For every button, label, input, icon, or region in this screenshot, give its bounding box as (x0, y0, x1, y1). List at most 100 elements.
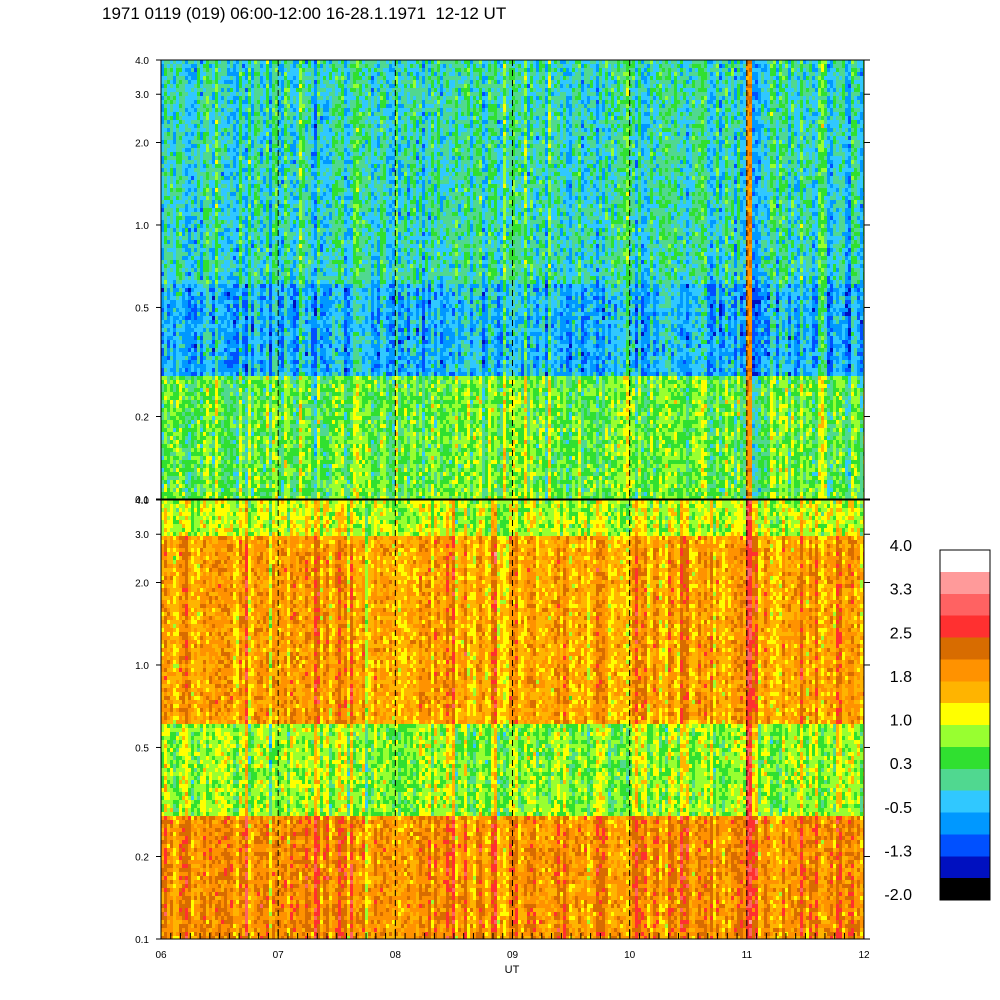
spectrogram-cell (293, 72, 296, 76)
spectrogram-cell (494, 88, 497, 92)
spectrogram-cell (332, 84, 335, 88)
spectrogram-cell (311, 92, 314, 96)
spectrogram-cell (776, 80, 779, 84)
spectrogram-cell (332, 80, 335, 84)
spectrogram-cell (425, 64, 428, 68)
spectrogram-cell (677, 84, 680, 88)
spectrogram-cell (509, 64, 512, 68)
spectrogram-cell (428, 60, 431, 64)
spectrogram-cell (440, 64, 443, 68)
spectrogram-cell (704, 100, 707, 104)
spectrogram-cell (524, 92, 527, 96)
spectrogram-cell (401, 104, 404, 108)
spectrogram-cell (653, 64, 656, 68)
spectrogram-cell (272, 88, 275, 92)
spectrogram-cell (179, 76, 182, 80)
spectrogram-cell (794, 72, 797, 76)
spectrogram-cell (842, 84, 845, 88)
spectrogram-cell (188, 96, 191, 100)
spectrogram-cell (737, 76, 740, 80)
spectrogram-cell (542, 72, 545, 76)
spectrogram-cell (317, 60, 320, 64)
spectrogram-cell (356, 96, 359, 100)
spectrogram-cell (779, 68, 782, 72)
spectrogram-cell (596, 68, 599, 72)
spectrogram-cell (602, 72, 605, 76)
spectrogram-cell (233, 64, 236, 68)
spectrogram-cell (332, 60, 335, 64)
spectrogram-cell (821, 68, 824, 72)
spectrogram-cell (578, 76, 581, 80)
spectrogram-cell (443, 80, 446, 84)
spectrogram-cell (758, 64, 761, 68)
spectrogram-cell (611, 96, 614, 100)
spectrogram-cell (809, 60, 812, 64)
spectrogram-cell (260, 72, 263, 76)
spectrogram-cell (818, 96, 821, 100)
spectrogram-cell (197, 100, 200, 104)
spectrogram-cell (650, 76, 653, 80)
spectrogram-cell (605, 96, 608, 100)
spectrogram-cell (506, 96, 509, 100)
spectrogram-cell (809, 84, 812, 88)
spectrogram-cell (164, 104, 167, 108)
spectrogram-cell (464, 72, 467, 76)
spectrogram-cell (206, 60, 209, 64)
spectrogram-cell (638, 88, 641, 92)
spectrogram-cell (527, 64, 530, 68)
spectrogram-cell (644, 84, 647, 88)
spectrogram-cell (386, 64, 389, 68)
spectrogram-cell (455, 72, 458, 76)
spectrogram-cell (323, 92, 326, 96)
spectrogram-cell (824, 84, 827, 88)
spectrogram-cell (284, 88, 287, 92)
spectrogram-cell (200, 76, 203, 80)
spectrogram-cell (398, 76, 401, 80)
spectrogram-cell (806, 88, 809, 92)
spectrogram-cell (308, 68, 311, 72)
spectrogram-cell (644, 96, 647, 100)
spectrogram-cell (371, 84, 374, 88)
spectrogram-cell (233, 84, 236, 88)
spectrogram-cell (323, 72, 326, 76)
spectrogram-cell (659, 76, 662, 80)
spectrogram-cell (188, 64, 191, 68)
spectrogram-cell (659, 68, 662, 72)
spectrogram-cell (575, 60, 578, 64)
spectrogram-cell (314, 60, 317, 64)
spectrogram-cell (602, 76, 605, 80)
spectrogram-cell (302, 80, 305, 84)
spectrogram-cell (605, 64, 608, 68)
spectrogram-cell (281, 96, 284, 100)
spectrogram-cell (713, 96, 716, 100)
spectrogram-cell (413, 96, 416, 100)
spectrogram-cell (344, 76, 347, 80)
spectrogram-cell (614, 92, 617, 96)
spectrogram-cell (659, 60, 662, 64)
spectrogram-cell (365, 96, 368, 100)
spectrogram-cell (170, 100, 173, 104)
spectrogram-cell (206, 104, 209, 108)
spectrogram-cell (779, 80, 782, 84)
spectrogram-cell (476, 92, 479, 96)
spectrogram-cell (506, 92, 509, 96)
spectrogram-cell (620, 64, 623, 68)
spectrogram-cell (290, 84, 293, 88)
spectrogram-cell (638, 100, 641, 104)
spectrogram-cell (167, 64, 170, 68)
spectrogram-cell (860, 84, 863, 88)
spectrogram-cell (860, 60, 863, 64)
spectrogram-cell (554, 72, 557, 76)
spectrogram-cell (305, 76, 308, 80)
spectrogram-cell (671, 64, 674, 68)
spectrogram-cell (470, 92, 473, 96)
spectrogram-cell (848, 64, 851, 68)
spectrogram-cell (428, 64, 431, 68)
spectrogram-cell (842, 88, 845, 92)
spectrogram-cell (452, 80, 455, 84)
spectrogram-cell (797, 76, 800, 80)
spectrogram-cell (338, 76, 341, 80)
spectrogram-cell (332, 104, 335, 108)
spectrogram-cell (845, 88, 848, 92)
spectrogram-cell (812, 96, 815, 100)
